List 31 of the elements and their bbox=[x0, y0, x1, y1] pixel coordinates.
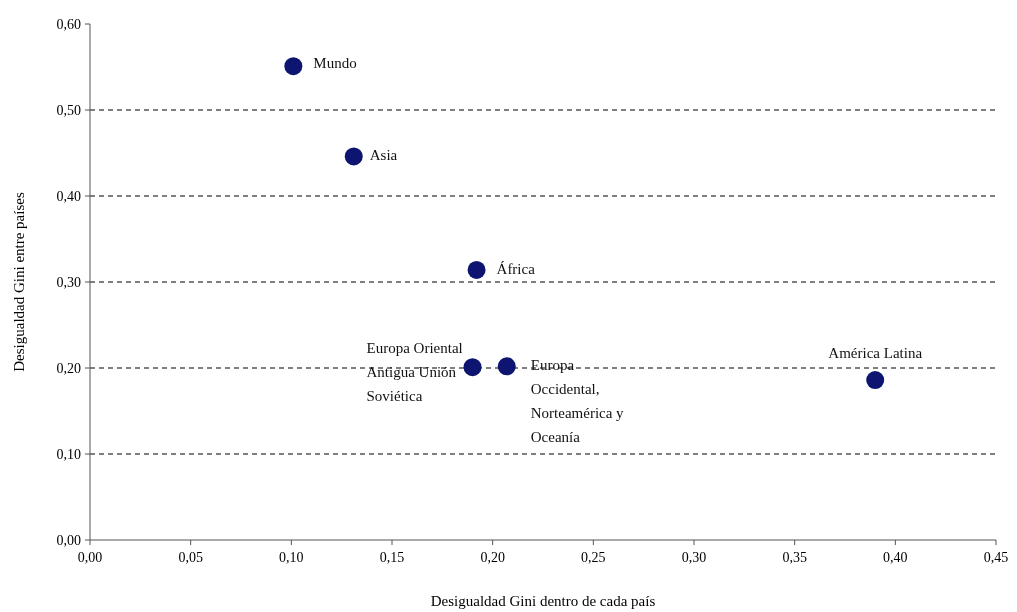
point bbox=[497, 357, 516, 376]
x-tick-label: 0,10 bbox=[279, 550, 304, 565]
x-tick-label: 0,30 bbox=[681, 550, 707, 565]
x-tick-label: 0,45 bbox=[983, 550, 1009, 565]
y-tick-label: 0,60 bbox=[56, 16, 81, 32]
x-tick-label: 0,25 bbox=[581, 550, 606, 565]
point bbox=[284, 57, 303, 76]
point bbox=[866, 371, 885, 390]
point bbox=[467, 260, 486, 279]
y-axis-title: Desigualdad Gini entre países bbox=[11, 192, 27, 372]
y-tick-label: 0,40 bbox=[56, 188, 81, 204]
x-tick-label: 0,40 bbox=[883, 550, 908, 565]
x-tick-label: 0,00 bbox=[77, 550, 103, 565]
annotation: Asia bbox=[369, 147, 398, 164]
annotation: Europa Occidental, Norteamérica y Oceanía bbox=[530, 357, 625, 446]
annotation: Mundo bbox=[313, 55, 357, 72]
y-tick-label: 0,30 bbox=[56, 274, 81, 290]
x-tick-label: 0,15 bbox=[379, 550, 405, 565]
x-axis-title: Desigualdad Gini dentro de cada país bbox=[430, 593, 656, 609]
x-tick-label: 0,35 bbox=[782, 550, 807, 565]
annotation: África bbox=[496, 260, 536, 277]
x-tick-label: 0,05 bbox=[178, 550, 203, 565]
y-tick-label: 0,50 bbox=[56, 102, 81, 118]
y-tick-label: 0,10 bbox=[56, 446, 81, 462]
x-tick-label: 0,20 bbox=[480, 550, 505, 565]
y-tick-label: 0,00 bbox=[56, 532, 81, 548]
y-tick-label: 0,20 bbox=[56, 360, 81, 376]
point bbox=[463, 358, 482, 377]
annotation: América Latina bbox=[828, 345, 923, 362]
annotation: Europa Oriental Antigua Unión Soviética bbox=[366, 340, 463, 405]
point bbox=[344, 147, 363, 166]
